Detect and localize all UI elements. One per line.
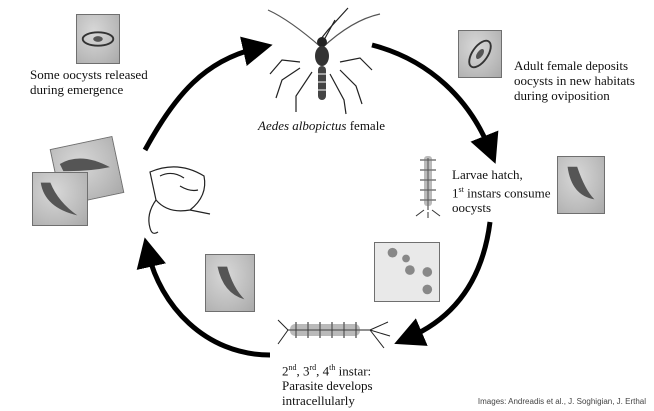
hatch-line-1: Larvae hatch, [452,167,523,182]
arrow-bottom-left [136,237,271,358]
arrow-top-left [142,36,273,152]
deposit-line-1: Adult female deposits [514,58,629,73]
oocyst-photo-top-left [76,14,120,64]
deposit-label: Adult female deposits oocysts in new hab… [514,58,635,103]
instar-3-number: 3 [303,363,310,379]
develop-line-1: 2nd, 3rd, 4th instar: [282,360,373,378]
develop-label: 2nd, 3rd, 4th instar: Parasite develops … [282,360,373,408]
instar-4-suffix: th [329,363,336,372]
image-credit: Images: Andreadis et al., J. Soghigian, … [477,397,646,406]
organism-sex: female [346,118,386,133]
oocyst-photo-top-right [458,30,502,78]
instar-3-suffix: rd [309,363,317,372]
develop-line-3: intracellularly [282,393,355,409]
organism-species: Aedes albopictus [258,118,347,133]
instar-2-suffix: nd [288,363,297,372]
parasite-photo-right [557,156,605,214]
parasite-photo-bottom-left [205,254,255,312]
hatch-label: Larvae hatch, 1st instars consume oocyst… [452,167,551,215]
release-line-1: Some oocysts released [30,67,148,82]
arrow-bottom-right [394,221,493,346]
release-label: Some oocysts released during emergence [30,67,148,97]
hatch-line-2-rest: instars consume [463,185,551,201]
parasite-photo-left-front [32,172,88,226]
deposit-line-2: oocysts in new habitats [514,73,635,88]
instar-sep-1: , [296,363,303,379]
parasite-photo-left-back [49,135,125,207]
hatch-line-2: 1st instars consume [452,182,551,200]
develop-line-2: Parasite develops [282,378,373,394]
hatch-instar-number: 1 [452,185,459,201]
arrow-top-right [371,42,499,164]
deposit-line-3: during oviposition [514,88,610,103]
instar-2-number: 2 [282,363,289,379]
instar-sep-2: , [316,363,323,379]
instar-4-number: 4 [322,363,330,379]
oocyst-cluster-photo [374,242,440,302]
instar-tail: instar: [335,363,372,379]
hatch-instar-suffix: st [458,185,464,194]
organism-label: Aedes albopictus female [258,118,385,133]
release-line-2: during emergence [30,82,124,97]
hatch-line-3: oocysts [452,200,491,216]
